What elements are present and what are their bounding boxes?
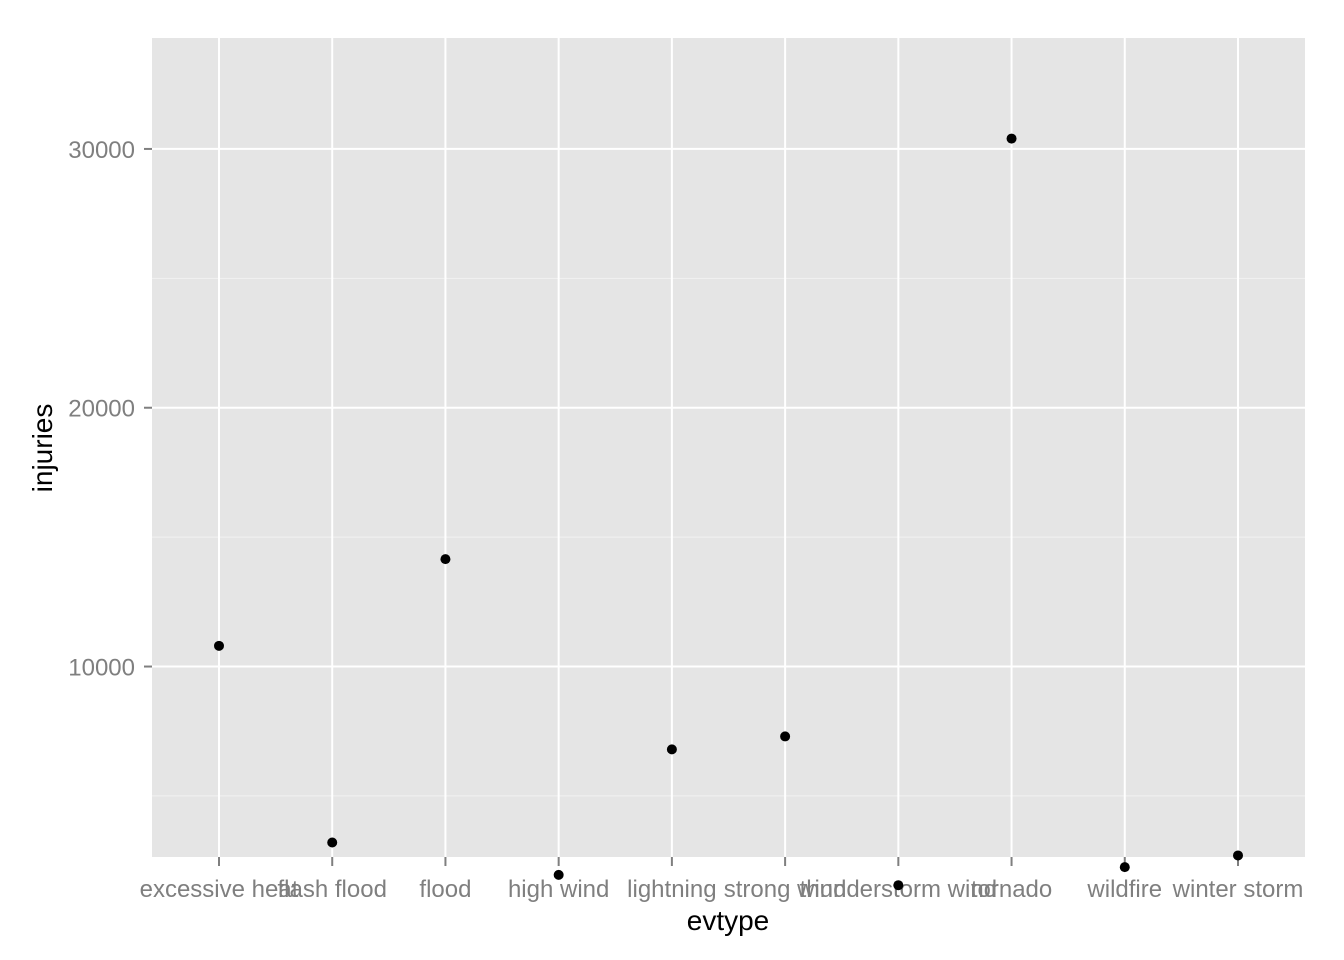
x-tick-label: winter storm bbox=[1172, 876, 1304, 903]
x-tick-label: flash flood bbox=[278, 876, 387, 903]
minor-grid bbox=[152, 277, 1305, 797]
data-point bbox=[553, 869, 564, 880]
data-point bbox=[1233, 850, 1243, 861]
data-points bbox=[214, 133, 1243, 891]
data-point bbox=[440, 554, 451, 565]
data-point bbox=[214, 640, 224, 651]
data-point bbox=[666, 744, 677, 755]
x-tick-label: high wind bbox=[508, 876, 609, 903]
major-grid bbox=[152, 38, 1305, 857]
y-tick-label: 10000 bbox=[68, 655, 135, 682]
data-point bbox=[1006, 133, 1017, 144]
y-axis-title: injuries bbox=[27, 404, 58, 493]
data-point bbox=[1119, 862, 1130, 873]
data-point bbox=[893, 880, 904, 891]
y-tick-label: 30000 bbox=[68, 137, 135, 164]
y-tick-label: 20000 bbox=[68, 396, 135, 423]
plot-panel bbox=[152, 38, 1305, 857]
x-tick-label: lightning bbox=[627, 876, 716, 903]
x-tick-label: tornado bbox=[971, 876, 1052, 903]
x-tick-label: wildfire bbox=[1086, 876, 1162, 903]
x-axis-title: evtype bbox=[687, 905, 770, 936]
data-point bbox=[780, 731, 791, 742]
x-tick-label: excessive heat bbox=[140, 876, 299, 903]
x-tick-label: strong wind bbox=[724, 876, 847, 903]
x-tick-label: flood bbox=[419, 876, 471, 903]
axis-ticks bbox=[144, 147, 1239, 866]
y-tick-labels: 10000 20000 30000 bbox=[68, 137, 135, 682]
data-point bbox=[327, 837, 338, 848]
